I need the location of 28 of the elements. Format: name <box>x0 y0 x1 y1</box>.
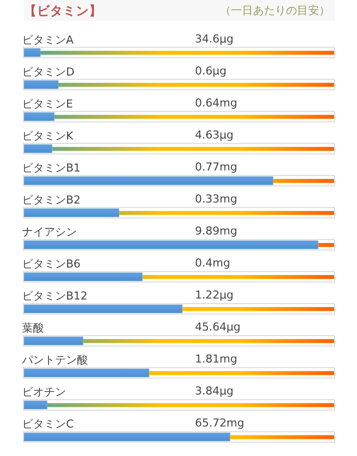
y-tick-label: パントテン酸 <box>21 354 88 367</box>
annotation: 65.72mg <box>195 416 244 430</box>
annotation: 34.6μg <box>195 32 234 46</box>
annotation: 0.77mg <box>195 160 238 174</box>
y-tick-label: ビタミンB12 <box>22 290 88 303</box>
y-tick-label: ビタミンB6 <box>22 258 81 271</box>
annotation: 1.81mg <box>195 352 238 366</box>
annotation: 0.64mg <box>195 96 238 110</box>
annotation: 0.33mg <box>195 192 238 206</box>
y-tick-label: ビオチン <box>22 386 66 399</box>
y-tick-label: ビタミンC <box>22 418 74 431</box>
annotation: 1.22μg <box>195 288 234 302</box>
y-tick-label: ビタミンB1 <box>22 161 81 174</box>
annotation: 0.6μg <box>195 64 226 78</box>
y-tick-label: ビタミンA <box>22 33 74 46</box>
y-tick-label: ビタミンK <box>22 129 74 142</box>
y-tick-label: 葉酸 <box>22 322 44 335</box>
y-tick-label: ナイアシン <box>22 225 77 238</box>
annotation: 4.63μg <box>195 128 234 142</box>
annotation: 9.89mg <box>195 224 238 238</box>
annotation: 45.64μg <box>195 320 240 334</box>
annotation: 0.4mg <box>195 256 230 270</box>
y-tick-label: ビタミンD <box>22 65 74 78</box>
chart-subtitle: （一日あたりの目安） <box>220 4 330 17</box>
annotation: 3.84μg <box>195 384 234 398</box>
y-tick-label: ビタミンB2 <box>22 193 81 206</box>
y-tick-label: ビタミンE <box>22 97 73 110</box>
chart-title: 【ビタミン】 <box>24 3 102 18</box>
